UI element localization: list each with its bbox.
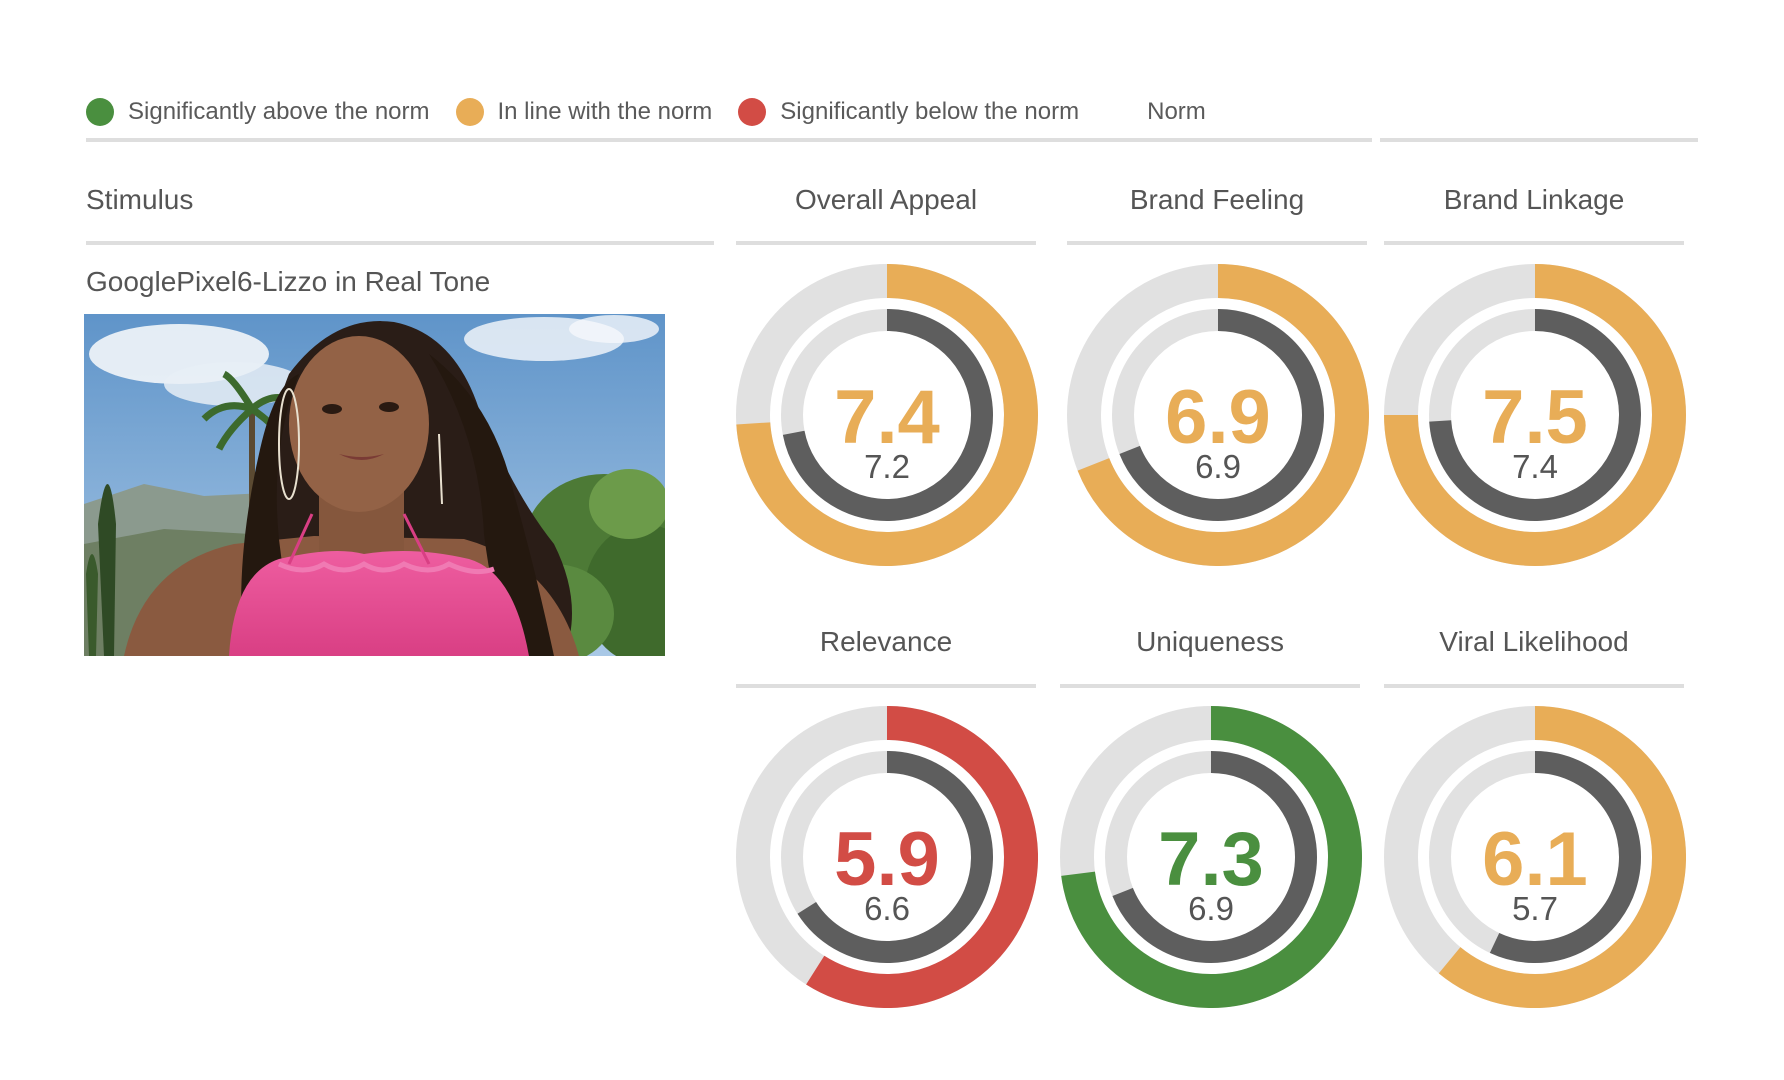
gauge-norm-value: 5.7 [1512, 890, 1558, 927]
metric-title-uniqueness: Uniqueness [1136, 626, 1284, 657]
metric-divider [736, 684, 1036, 688]
stimulus-photo [84, 314, 665, 656]
norm-arc [797, 751, 993, 963]
metric-title-overall-appeal: Overall Appeal [794, 184, 978, 215]
norm-arc [1119, 309, 1324, 521]
gauge-norm-value: 6.6 [864, 890, 910, 927]
norm-arc [1429, 309, 1641, 521]
legend-divider [86, 138, 1372, 142]
legend-label-norm: Norm [1147, 98, 1206, 125]
score-arc [1384, 264, 1686, 566]
legend-dot-inline [455, 98, 484, 126]
metric-title-brand-feeling: Brand Feeling [1129, 184, 1305, 215]
gauge-donut [1060, 706, 1362, 1008]
gauge-norm-value: 6.9 [1195, 448, 1241, 485]
score-arc [1061, 706, 1362, 1008]
metric-title-relevance: Relevance [819, 626, 953, 657]
gauge-relevance: 5.9 6.6 [736, 706, 1038, 1008]
legend-item-below: Significantly below the norm [738, 98, 1079, 126]
gauge-donut [1384, 706, 1686, 1008]
metric-divider [1384, 684, 1684, 688]
ring-separator [1099, 745, 1323, 969]
legend-item-inline: In line with the norm [455, 98, 713, 126]
stimulus-header-divider [86, 241, 714, 245]
gauge-norm-value: 7.2 [864, 448, 910, 485]
legend: Significantly above the norm In line wit… [86, 92, 1206, 132]
gauge-value: 7.3 [1158, 817, 1264, 902]
score-arc [736, 264, 1038, 566]
stimulus-header: Stimulus [86, 184, 194, 215]
legend-dot-above [86, 98, 114, 126]
norm-arc [782, 309, 993, 521]
gauge-donut [736, 706, 1038, 1008]
gauge-norm-value: 6.9 [1188, 890, 1234, 927]
legend-label-below: Significantly below the norm [780, 98, 1080, 125]
legend-label-inline: In line with the norm [497, 98, 713, 125]
legend-item-above: Significantly above the norm [86, 98, 430, 126]
gauge-brand-linkage: 7.5 7.4 [1384, 264, 1686, 566]
gauge-value: 7.5 [1482, 375, 1588, 460]
gauge-brand-feeling: 6.9 6.9 [1067, 264, 1369, 566]
metric-divider [1384, 241, 1684, 245]
gauge-uniqueness: 7.3 6.9 [1060, 706, 1362, 1008]
metric-divider [736, 241, 1036, 245]
ring-separator [775, 303, 999, 527]
gauge-donut [1384, 264, 1686, 566]
gauge-value: 5.9 [834, 817, 940, 902]
stimulus-image [84, 314, 665, 656]
metric-divider [1067, 241, 1367, 245]
stimulus-name: GooglePixel6-Lizzo in Real Tone [86, 266, 491, 297]
gauge-value: 7.4 [834, 375, 940, 460]
metric-title-brand-linkage: Brand Linkage [1443, 184, 1625, 215]
gauge-donut [1067, 264, 1369, 566]
gauge-value: 6.1 [1482, 817, 1588, 902]
ring-separator [1423, 303, 1647, 527]
metric-divider [1060, 684, 1360, 688]
ring-separator [1106, 303, 1330, 527]
gauge-viral-likelihood: 6.1 5.7 [1384, 706, 1686, 1008]
score-arc [806, 706, 1038, 1008]
metric-title-viral-likelihood: Viral Likelihood [1439, 626, 1629, 657]
norm-arc [1112, 751, 1317, 963]
gauge-value: 6.9 [1165, 375, 1271, 460]
legend-label-above: Significantly above the norm [128, 98, 430, 125]
score-arc [1077, 264, 1369, 566]
gauge-norm-value: 7.4 [1512, 448, 1558, 485]
gauge-donut [736, 264, 1038, 566]
norm-arc [1489, 751, 1641, 963]
legend-dot-below [738, 98, 767, 126]
ring-separator [775, 745, 999, 969]
score-arc [1438, 706, 1686, 1008]
ring-separator [1423, 745, 1647, 969]
gauge-overall-appeal: 7.4 7.2 [736, 264, 1038, 566]
legend-divider-right [1380, 138, 1698, 142]
